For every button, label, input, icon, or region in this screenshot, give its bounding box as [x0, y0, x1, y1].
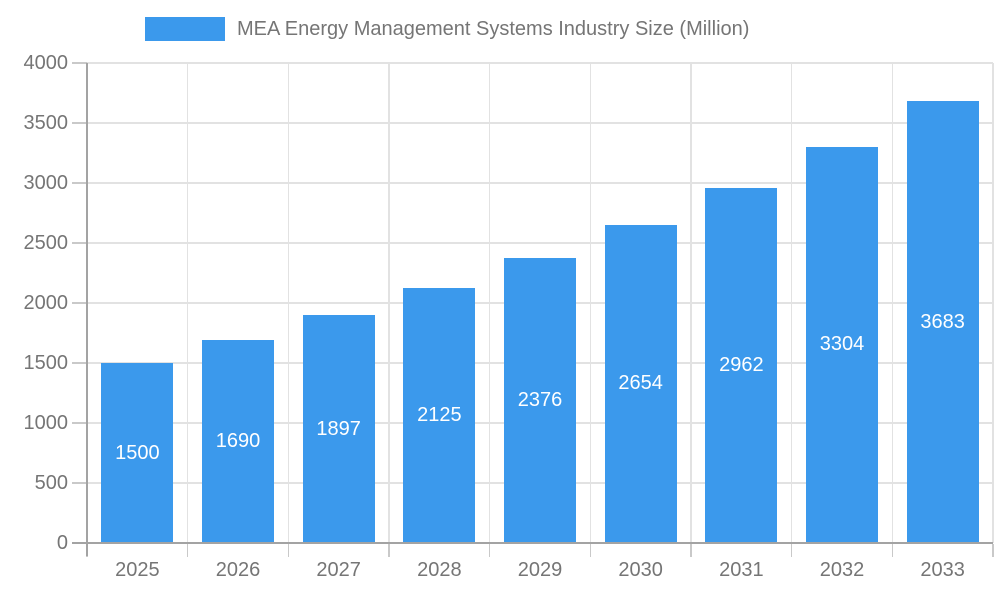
bar-2027[interactable]: 1897 [302, 315, 375, 543]
y-tick-mark-1000 [72, 422, 87, 424]
x-tick-label-2032: 2032 [819, 559, 865, 581]
x-axis-line [72, 542, 993, 544]
y-tick-label-500: 500 [34, 472, 68, 494]
y-tick-mark-4000 [72, 62, 87, 64]
bar-2030[interactable]: 2654 [604, 224, 677, 543]
v-gridline-6 [690, 63, 692, 543]
bar-2025[interactable]: 1500 [101, 363, 174, 543]
x-tick-mark-7 [790, 544, 793, 557]
x-tick-label-2029: 2029 [517, 559, 563, 581]
y-tick-mark-500 [72, 482, 87, 484]
y-tick-label-1500: 1500 [23, 352, 69, 374]
bar-2032[interactable]: 3304 [806, 146, 878, 543]
y-tick-label-2500: 2500 [23, 232, 69, 254]
y-tick-label-1000: 1000 [23, 412, 69, 434]
v-gridline-8 [891, 63, 894, 543]
bar-value-label-2031: 2962 [719, 353, 764, 376]
x-tick-mark-2 [287, 544, 290, 557]
v-gridline-4 [488, 63, 491, 543]
v-gridline-1 [186, 63, 189, 543]
x-tick-mark-3 [388, 544, 390, 557]
x-tick-label-2026: 2026 [215, 559, 261, 581]
y-tick-mark-3000 [72, 182, 87, 184]
x-tick-mark-6 [690, 544, 692, 557]
x-tick-label-2033: 2033 [920, 559, 965, 581]
x-tick-mark-8 [891, 544, 894, 557]
x-tick-label-2028: 2028 [417, 559, 462, 581]
plot-area: 1500 1690 1897 2125 2376 2654 2962 3304 3683 [87, 62, 994, 543]
v-gridline-9 [992, 63, 994, 543]
v-gridline-3 [388, 63, 390, 543]
x-tick-mark-9 [992, 544, 994, 557]
x-tick-label-2025: 2025 [115, 559, 160, 581]
x-tick-mark-4 [488, 544, 491, 557]
x-tick-mark-1 [186, 544, 189, 557]
h-gridline-3000 [87, 182, 993, 184]
v-gridline-2 [287, 63, 290, 543]
y-tick-label-3500: 3500 [23, 112, 69, 134]
x-tick-label-2027: 2027 [316, 559, 361, 581]
h-gridline-4000 [87, 62, 993, 64]
y-tick-mark-1500 [72, 362, 87, 364]
y-tick-label-0: 0 [56, 532, 68, 554]
x-tick-label-2031: 2031 [719, 559, 764, 581]
bar-2026[interactable]: 1690 [202, 340, 274, 543]
y-axis-line [86, 63, 88, 556]
bar-2033[interactable]: 3683 [906, 101, 979, 543]
legend-swatch [145, 17, 225, 41]
y-tick-mark-2500 [72, 242, 87, 244]
y-tick-label-3000: 3000 [23, 172, 69, 194]
y-tick-label-4000: 4000 [23, 52, 69, 74]
bar-value-label-2032: 3304 [819, 333, 865, 356]
bar-value-label-2025: 1500 [115, 441, 160, 464]
bar-value-label-2030: 2654 [618, 372, 663, 395]
bar-2029[interactable]: 2376 [504, 257, 576, 543]
legend-label: MEA Energy Management Systems Industry S… [237, 17, 750, 40]
bar-value-label-2033: 3683 [920, 310, 965, 333]
bar-2028[interactable]: 2125 [403, 288, 476, 543]
y-tick-mark-3500 [72, 122, 87, 124]
bar-2031[interactable]: 2962 [705, 187, 778, 543]
h-gridline-2500 [87, 242, 993, 244]
x-tick-mark-5 [589, 544, 592, 557]
bar-value-label-2026: 1690 [215, 430, 261, 453]
legend-item[interactable]: MEA Energy Management Systems Industry S… [145, 17, 749, 41]
v-gridline-5 [589, 63, 592, 543]
h-gridline-3500 [87, 122, 993, 124]
v-gridline-7 [790, 63, 793, 543]
y-tick-label-2000: 2000 [23, 292, 69, 314]
x-tick-label-2030: 2030 [618, 559, 663, 581]
bar-value-label-2029: 2376 [517, 388, 563, 411]
bar-value-label-2028: 2125 [417, 404, 462, 426]
y-tick-mark-2000 [72, 302, 87, 304]
bar-value-label-2027: 1897 [316, 417, 361, 440]
